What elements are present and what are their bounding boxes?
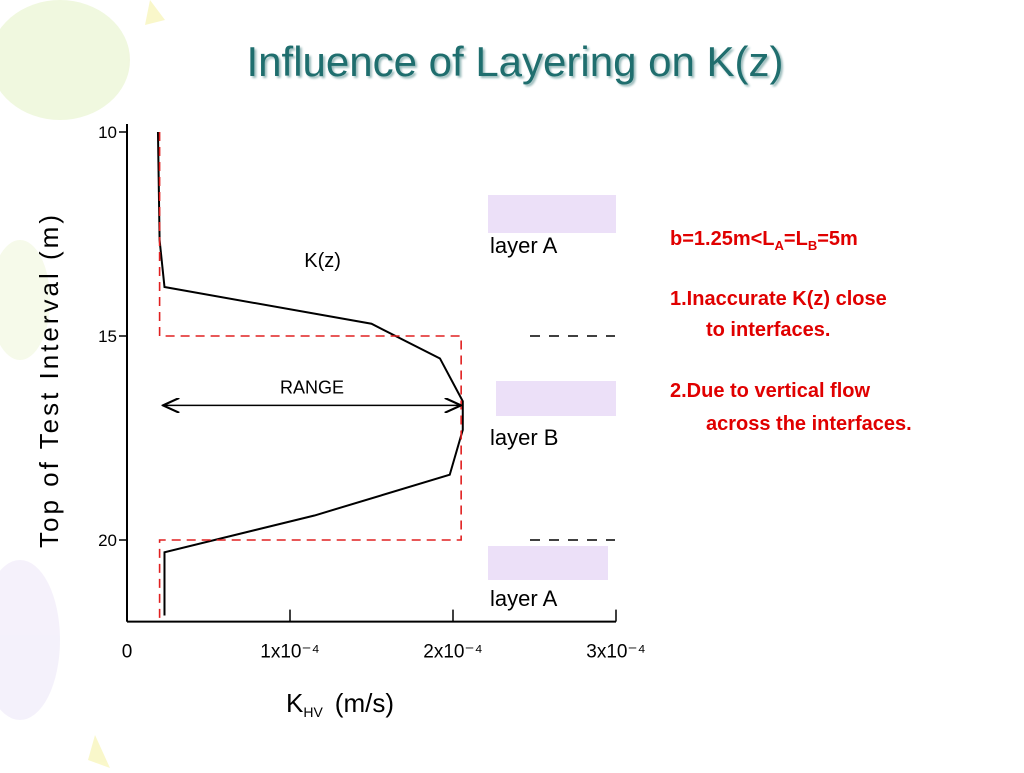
y-tick-label: 15 [98,327,117,346]
leaf [88,735,110,768]
layer-label: layer B [490,425,558,450]
series-line [158,132,462,622]
y-tick-label: 10 [98,123,117,142]
leaf [0,240,50,360]
y-axis-label: Top of Test Interval (m) [34,212,64,548]
text: =5m [817,228,858,250]
leaf [0,560,60,720]
decoration [0,0,165,768]
leaf [0,0,130,120]
annotation: K(z) [304,250,341,272]
notes: 1.Inaccurate K(z) close to interfaces. 2… [670,288,912,435]
layer-box [488,195,616,233]
layer-box [496,381,616,416]
note-line: 1.Inaccurate K(z) close [670,288,887,310]
annotation: RANGE [280,377,344,397]
layer-box [488,546,608,580]
x-tick-label: 1x10⁻⁴ [260,642,319,663]
text: (m/s) [335,688,394,718]
layer-label: layer A [490,233,558,258]
subscript: B [808,238,817,253]
note-line: to interfaces. [706,319,830,341]
note-line: across the interfaces. [706,413,912,435]
condition: b=1.25m<LA=LB=5m [670,228,858,253]
subscript: A [775,238,785,253]
text: b=1.25m<L [670,228,775,250]
layer-boxes [488,195,616,580]
text: =L [784,228,808,250]
note-line: 2.Due to vertical flow [670,380,870,402]
slide-title: Influence of Layering on K(z) [247,38,784,85]
x-axis-label: KHV (m/s) [286,688,394,720]
series-line [156,131,464,616]
x-tick-label: 0 [122,642,133,663]
subscript: HV [303,704,323,720]
x-tick-label: 3x10⁻⁴ [586,642,645,663]
x-tick-label: 2x10⁻⁴ [423,642,482,663]
text: K [286,688,304,718]
y-tick-label: 20 [98,531,117,550]
leaf [145,0,165,25]
layer-label: layer A [490,586,558,611]
